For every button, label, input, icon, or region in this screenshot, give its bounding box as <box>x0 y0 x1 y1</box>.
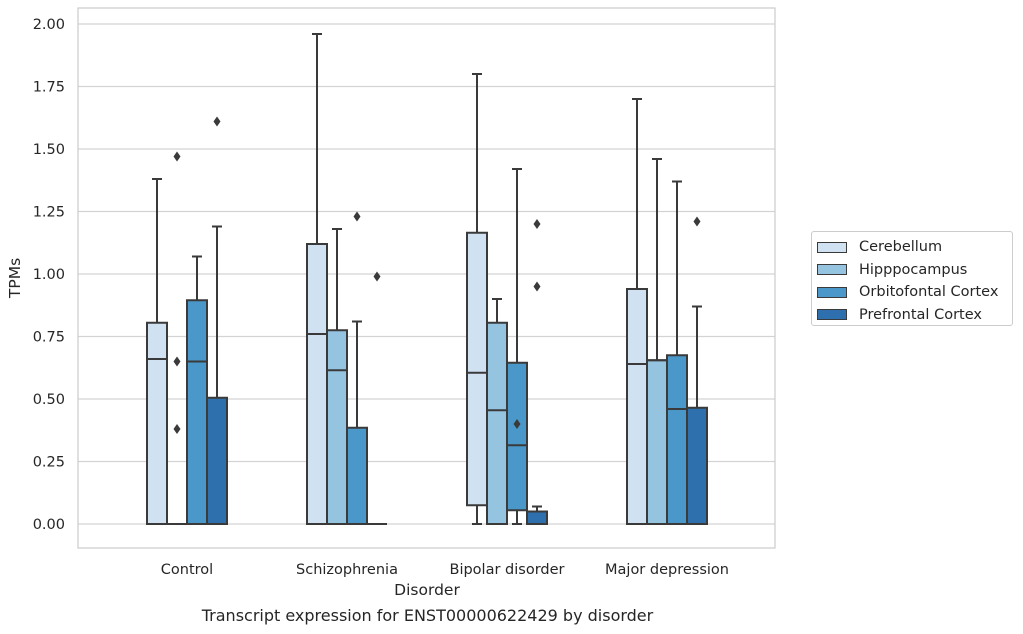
box-rect <box>186 299 208 525</box>
legend-label: Prefrontal Cortex <box>859 306 982 323</box>
box-rect <box>346 426 368 525</box>
x-tick-label: Schizophrenia <box>296 562 398 578</box>
box-3-2 <box>526 219 548 525</box>
box-0-0 <box>146 178 168 525</box>
legend-item: Cerebellum <box>817 236 1012 259</box>
y-axis-title: TPMs <box>6 258 24 299</box>
box-0-3 <box>626 98 648 525</box>
y-tick-label: 2.00 <box>33 17 65 33</box>
outlier-point <box>173 424 181 434</box>
outlier-point <box>373 271 381 282</box>
y-tick-label: 1.50 <box>33 142 65 158</box>
box-1-0 <box>167 151 187 525</box>
chart-caption: Transcript expression for ENST0000062242… <box>201 606 654 625</box>
legend-label: Cerebellum <box>859 239 943 256</box>
outlier-point <box>533 281 541 292</box>
y-tick-label: 0.75 <box>33 330 65 346</box>
box-rect <box>486 321 508 525</box>
legend-label: Hipppocampus <box>859 261 968 278</box>
y-tick-label: 1.00 <box>33 267 65 283</box>
legend-swatch <box>817 286 847 298</box>
legend-swatch <box>817 241 847 253</box>
boxes <box>146 33 708 525</box>
outlier-point <box>173 356 181 367</box>
outlier-point <box>533 219 541 229</box>
legend-item: Orbitofontal Cortex <box>817 281 1012 304</box>
outlier-point <box>353 211 361 222</box>
box-1-3 <box>646 158 668 525</box>
y-tick-label: 0.25 <box>33 455 65 471</box>
legend-item: Prefrontal Cortex <box>817 304 1012 327</box>
box-3-0 <box>206 116 228 525</box>
y-tick-label: 0.00 <box>33 517 65 533</box>
box-rect <box>626 288 648 525</box>
box-1-1 <box>326 228 348 525</box>
legend: Cerebellum Hipppocampus Orbitofontal Corte… <box>811 231 1013 326</box>
plot-frame <box>77 7 776 549</box>
x-tick-label: Control <box>161 562 213 578</box>
legend-swatch <box>817 309 847 321</box>
box-rect <box>326 329 348 525</box>
legend-swatch <box>817 264 847 276</box>
box-rect <box>666 354 688 525</box>
box-rect <box>686 406 708 525</box>
x-axis-title: Disorder <box>394 581 460 599</box>
y-tick-label: 1.75 <box>33 80 65 96</box>
outlier-point <box>693 216 701 227</box>
box-2-2 <box>506 168 528 525</box>
outlier-point <box>173 151 181 162</box>
x-tick-label: Major depression <box>605 562 729 578</box>
box-3-1 <box>367 271 387 525</box>
box-rect <box>306 243 328 525</box>
y-tick-label: 1.25 <box>33 205 65 221</box>
outlier-point <box>213 116 221 127</box>
box-rect <box>146 321 168 525</box>
box-3-3 <box>686 216 708 525</box>
outlier-point <box>513 419 521 429</box>
legend-label: Orbitofontal Cortex <box>859 284 999 301</box>
legend-item: Hipppocampus <box>817 259 1012 282</box>
box-2-1 <box>346 211 368 525</box>
box-rect <box>206 396 228 525</box>
box-rect <box>646 359 668 525</box>
x-tick-label: Bipolar disorder <box>450 562 565 578</box>
box-0-2 <box>466 73 488 525</box>
y-axis-ticks: 0.00 0.25 0.50 0.75 1.00 1.25 1.50 1.75 2.00 <box>33 17 65 533</box>
y-tick-label: 0.50 <box>33 392 65 408</box>
box-0-1 <box>306 33 328 525</box>
box-2-3 <box>666 180 688 525</box>
box-rect <box>526 510 548 525</box>
x-axis-ticks: Control Schizophrenia Bipolar disorder Majo… <box>161 562 729 578</box>
box-rect <box>506 361 528 512</box>
box-1-2 <box>486 298 508 525</box>
box-rect <box>466 231 488 507</box>
box-2-0 <box>186 255 208 525</box>
